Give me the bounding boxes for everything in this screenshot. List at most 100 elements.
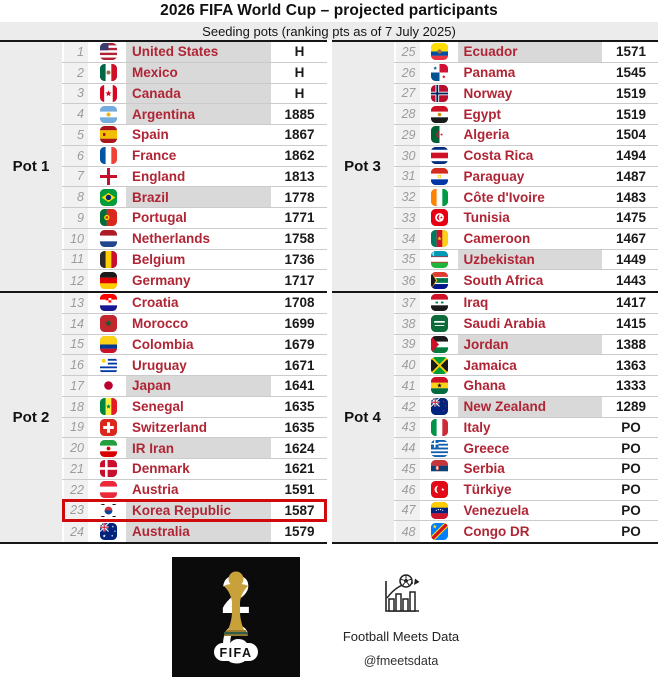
bar-chart-football-icon [385, 574, 420, 612]
team-row: 41 Ghana 1333 [393, 376, 658, 397]
team-name: Morocco [132, 316, 189, 332]
flag-cell [422, 270, 458, 291]
flag-cell [422, 84, 458, 104]
rank-cell: 26 [395, 62, 420, 83]
team-name: Jordan [457, 334, 602, 355]
flag-serbia-icon [431, 460, 448, 478]
team-row: 45 Serbia PO [393, 459, 658, 480]
rank-cell: 43 [395, 417, 420, 438]
team-name: Denmark [132, 461, 190, 477]
points-cell: 1778 [284, 189, 315, 205]
brand-block: Football Meets Data @fmeetsdata [316, 557, 486, 668]
flag-cell [422, 146, 458, 166]
pot-rows: 37 Iraq 1417 38 Saudi Arabia 1415 39 Jordan 1388… [393, 293, 658, 542]
team-row: 42 New Zealand 1289 [393, 396, 658, 418]
rank-cell: 36 [395, 270, 420, 291]
team-name: Panama [463, 65, 516, 81]
team-row: 48 Congo DR PO [393, 521, 658, 542]
rank-cell: 48 [395, 521, 420, 542]
rank-cell: 8 [64, 187, 88, 207]
team-row: 17 Japan 1641 [62, 376, 327, 397]
team-row: 46 Türkiye PO [393, 479, 658, 501]
flag-algeria-icon [431, 126, 448, 144]
team-row: 28 Egypt 1519 [393, 104, 658, 125]
pot-section-3: Pot 3 25 Ecuador 1571 26 Panama 1545 27 Norway 15… [331, 40, 658, 291]
points-cell: 1621 [284, 461, 315, 477]
flag-congo-dr-icon [431, 523, 448, 541]
team-name: Serbia [463, 461, 505, 477]
team-row: 24 Australia 1579 [62, 521, 327, 542]
rank-cell: 13 [64, 293, 88, 313]
team-row: 6 France 1862 [62, 145, 327, 167]
points-cell: 1483 [615, 189, 647, 205]
pot-rows: 25 Ecuador 1571 26 Panama 1545 27 Norway 1519 28 E… [393, 42, 658, 291]
team-name: Greece [463, 440, 510, 456]
rank-cell: 21 [64, 459, 88, 479]
rank-cell: 14 [64, 313, 88, 334]
points-cell: 1417 [615, 295, 647, 311]
flag-cell [90, 376, 126, 396]
flag-cell [422, 397, 458, 417]
team-row: 33 Tunisia 1475 [393, 208, 658, 229]
team-row: 8 Brazil 1778 [62, 187, 327, 208]
points-cell: 1591 [284, 482, 315, 498]
rank-cell: 6 [64, 145, 88, 166]
flag-ir-iran-icon [99, 439, 117, 457]
flag-cell [90, 42, 126, 62]
flag-cell [422, 42, 458, 62]
team-name: Türkiye [463, 482, 512, 498]
points-cell: 1363 [615, 357, 647, 373]
team-name: Venezuela [463, 502, 529, 518]
flag-cell [422, 335, 458, 355]
flag-ecuador-icon [431, 43, 448, 61]
flag-portugal-icon [99, 209, 117, 227]
team-name: Congo DR [463, 524, 530, 540]
team-name: Netherlands [132, 231, 211, 247]
pot-section-1: Pot 1 1 United States H 2 Mexico H 3 Canada H 4 Arg… [0, 40, 327, 291]
flag-cell [90, 63, 126, 83]
flag-spain-icon [99, 126, 117, 144]
rank-cell: 47 [395, 500, 420, 521]
flag-venezuela-icon [431, 501, 448, 519]
points-cell: 1519 [615, 106, 647, 122]
points-cell: 1579 [284, 524, 315, 540]
points-cell: 1635 [284, 399, 315, 415]
points-cell: 1289 [615, 399, 647, 415]
team-name: Uzbekistan [457, 249, 602, 270]
rank-cell: 42 [395, 396, 420, 417]
flag-korea-republic-icon [99, 501, 117, 519]
flag-jordan-icon [431, 335, 448, 353]
team-name: Jamaica [463, 357, 517, 373]
fifa-world-cup-26-logo: 2 6 FIFA [172, 557, 300, 677]
flag-cell [422, 521, 458, 542]
team-name: Ecuador [457, 42, 602, 62]
team-row: 5 Spain 1867 [62, 125, 327, 146]
points-cell: 1758 [284, 231, 315, 247]
team-row: 29 Algeria 1504 [393, 125, 658, 146]
flag-brazil-icon [99, 188, 117, 206]
flag-cell [90, 293, 126, 313]
page-subtitle: Seeding pots (ranking pts as of 7 July 2… [0, 22, 658, 40]
points-cell: PO [621, 461, 641, 477]
rank-cell: 5 [64, 125, 88, 145]
team-row: 11 Belgium 1736 [62, 249, 327, 271]
points-cell: PO [621, 440, 641, 456]
flag-cell [90, 480, 126, 500]
points-cell: 1867 [284, 127, 315, 143]
team-row: 14 Morocco 1699 [62, 313, 327, 335]
flag-cell [90, 397, 126, 417]
team-row: 30 Costa Rica 1494 [393, 145, 658, 167]
team-name: Italy [463, 419, 491, 435]
flag-cell [90, 459, 126, 479]
points-cell: 1708 [284, 295, 315, 311]
team-row: 18 Senegal 1635 [62, 396, 327, 418]
points-cell: 1494 [615, 148, 647, 164]
rank-cell: 23 [64, 500, 88, 521]
points-cell: H [294, 65, 305, 81]
fifa-label-plate [214, 643, 258, 661]
team-name: South Africa [463, 273, 544, 289]
right-column: Pot 3 25 Ecuador 1571 26 Panama 1545 27 Norway 15… [331, 40, 658, 544]
flag-cell [90, 84, 126, 104]
flag-cell [90, 187, 126, 207]
team-row: 3 Canada H [62, 83, 327, 105]
